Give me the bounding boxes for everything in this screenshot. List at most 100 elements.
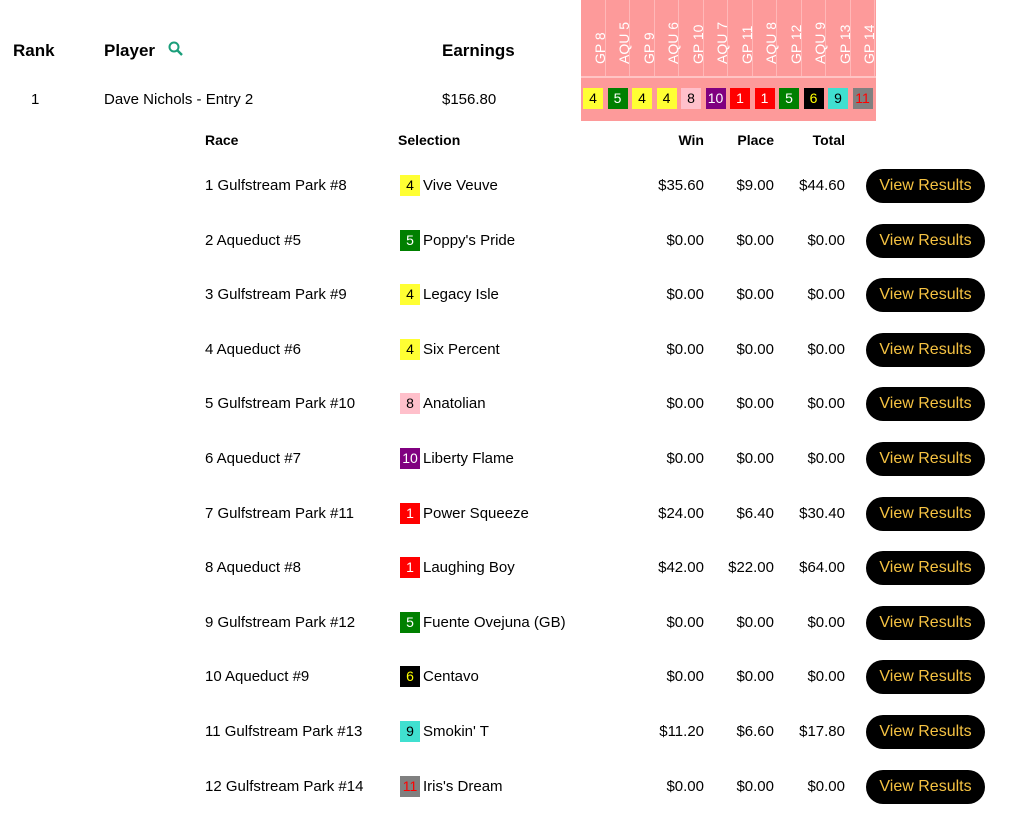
table-row: 7 Gulfstream Park #11 1 Power Squeeze $2… [0, 496, 1023, 531]
horse-name: Legacy Isle [423, 286, 499, 304]
total-col-header: Total [812, 132, 845, 148]
total-amount: $0.00 [807, 613, 845, 631]
place-amount: $0.00 [736, 231, 774, 249]
horse-name: Iris's Dream [423, 777, 503, 795]
race-name: 12 Gulfstream Park #14 [205, 777, 364, 795]
pick-badge: 6 [803, 88, 824, 109]
horse-name: Power Squeeze [423, 504, 529, 522]
pick-badge: 1 [730, 88, 750, 109]
player-header[interactable]: Player [104, 41, 156, 60]
view-results-button[interactable]: View Results [866, 660, 985, 695]
race-name: 6 Aqueduct #7 [205, 450, 301, 467]
view-results-button[interactable]: View Results [866, 223, 985, 258]
race-column-label: GP 14 [861, 24, 878, 64]
table-row: 10 Aqueduct #9 6 Centavo $0.00 $0.00 $0.… [0, 660, 1023, 695]
horse-name: Centavo [423, 668, 479, 686]
total-amount: $0.00 [807, 340, 845, 358]
total-amount: $0.00 [807, 231, 845, 249]
pick-badge: 4 [656, 88, 677, 109]
total-amount: $30.40 [799, 504, 845, 522]
pick-badge: 1 [754, 88, 775, 109]
table-row: 4 Aqueduct #6 4 Six Percent $0.00 $0.00 … [0, 332, 1023, 367]
view-results-button[interactable]: View Results [866, 169, 985, 203]
table-row: 3 Gulfstream Park #9 4 Legacy Isle $0.00… [0, 278, 1023, 313]
place-col-header: Place [737, 132, 774, 148]
race-column-header: AQU 8 [753, 0, 779, 76]
post-number-badge: 4 [400, 175, 420, 196]
win-amount: $0.00 [666, 450, 704, 467]
win-amount: $24.00 [658, 504, 704, 522]
post-number-badge: 11 [400, 775, 420, 797]
divider [581, 76, 876, 78]
place-amount: $0.00 [736, 668, 774, 686]
win-amount: $0.00 [666, 286, 704, 304]
place-amount: $0.00 [736, 613, 774, 631]
view-results-button[interactable]: View Results [866, 332, 985, 367]
race-column-header: GP 11 [728, 0, 755, 76]
pick-badge: 8 [681, 88, 701, 109]
horse-name: Poppy's Pride [423, 231, 516, 249]
place-amount: $6.60 [736, 723, 774, 740]
table-row: 2 Aqueduct #5 5 Poppy's Pride $0.00 $0.0… [0, 223, 1023, 258]
pick-badge: 10 [705, 88, 726, 109]
post-number-badge: 5 [400, 229, 420, 251]
race-column-header: GP 10 [679, 0, 706, 76]
search-icon[interactable] [167, 40, 185, 58]
pick-badge: 11 [852, 88, 873, 109]
race-name: 2 Aqueduct #5 [205, 231, 301, 249]
pick-badge: 5 [779, 88, 799, 109]
horse-name: Vive Veuve [423, 177, 498, 194]
total-amount: $0.00 [807, 286, 845, 304]
horse-name: Smokin' T [423, 723, 489, 740]
total-amount: $0.00 [807, 450, 845, 467]
view-results-button[interactable]: View Results [866, 769, 985, 804]
post-number-badge: 4 [400, 284, 420, 306]
total-amount: $17.80 [799, 723, 845, 740]
horse-name: Six Percent [423, 340, 500, 358]
post-number-badge: 8 [400, 393, 420, 415]
win-amount: $0.00 [666, 231, 704, 249]
pick-badge: 4 [632, 88, 652, 109]
entry-earnings: $156.80 [442, 91, 497, 108]
total-amount: $64.00 [799, 559, 845, 577]
place-amount: $0.00 [736, 395, 774, 413]
race-name: 8 Aqueduct #8 [205, 559, 301, 577]
post-number-badge: 6 [400, 666, 420, 688]
post-number-badge: 1 [400, 502, 420, 524]
entry-rank: 1 [31, 91, 40, 108]
view-results-button[interactable]: View Results [866, 278, 985, 313]
view-results-button[interactable]: View Results [866, 715, 985, 749]
table-row: 9 Gulfstream Park #12 5 Fuente Ovejuna (… [0, 605, 1023, 640]
place-amount: $6.40 [736, 504, 774, 522]
race-picks-panel: GP 8 4 AQU 5 5 GP 9 4 AQU 6 4 GP 10 8 AQU 7 10 GP 11… [581, 0, 878, 121]
race-column-header: AQU 9 [802, 0, 828, 76]
view-results-button[interactable]: View Results [866, 605, 985, 640]
race-name: 10 Aqueduct #9 [205, 668, 310, 686]
pick-badge: 4 [583, 88, 603, 109]
race-column-header: GP 9 [630, 0, 657, 76]
total-amount: $44.60 [799, 177, 845, 194]
view-results-button[interactable]: View Results [866, 442, 985, 476]
table-row: 6 Aqueduct #7 10 Liberty Flame $0.00 $0.… [0, 442, 1023, 476]
win-col-header: Win [678, 132, 704, 148]
win-amount: $0.00 [666, 777, 704, 795]
place-amount: $0.00 [736, 340, 774, 358]
view-results-button[interactable]: View Results [866, 496, 985, 531]
race-name: 3 Gulfstream Park #9 [205, 286, 347, 304]
place-amount: $0.00 [736, 450, 774, 467]
post-number-badge: 10 [400, 448, 420, 469]
view-results-button[interactable]: View Results [866, 551, 985, 586]
race-column-header: GP 12 [777, 0, 804, 76]
total-amount: $0.00 [807, 777, 845, 795]
total-amount: $0.00 [807, 395, 845, 413]
view-results-button[interactable]: View Results [866, 387, 985, 422]
table-row: 12 Gulfstream Park #14 11 Iris's Dream $… [0, 769, 1023, 804]
place-amount: $22.00 [728, 559, 774, 577]
place-amount: $0.00 [736, 777, 774, 795]
win-amount: $0.00 [666, 395, 704, 413]
entry-player[interactable]: Dave Nichols - Entry 2 [104, 91, 254, 108]
win-amount: $35.60 [658, 177, 704, 194]
rank-header: Rank [13, 41, 55, 60]
horse-name: Laughing Boy [423, 559, 515, 577]
win-amount: $42.00 [658, 559, 704, 577]
